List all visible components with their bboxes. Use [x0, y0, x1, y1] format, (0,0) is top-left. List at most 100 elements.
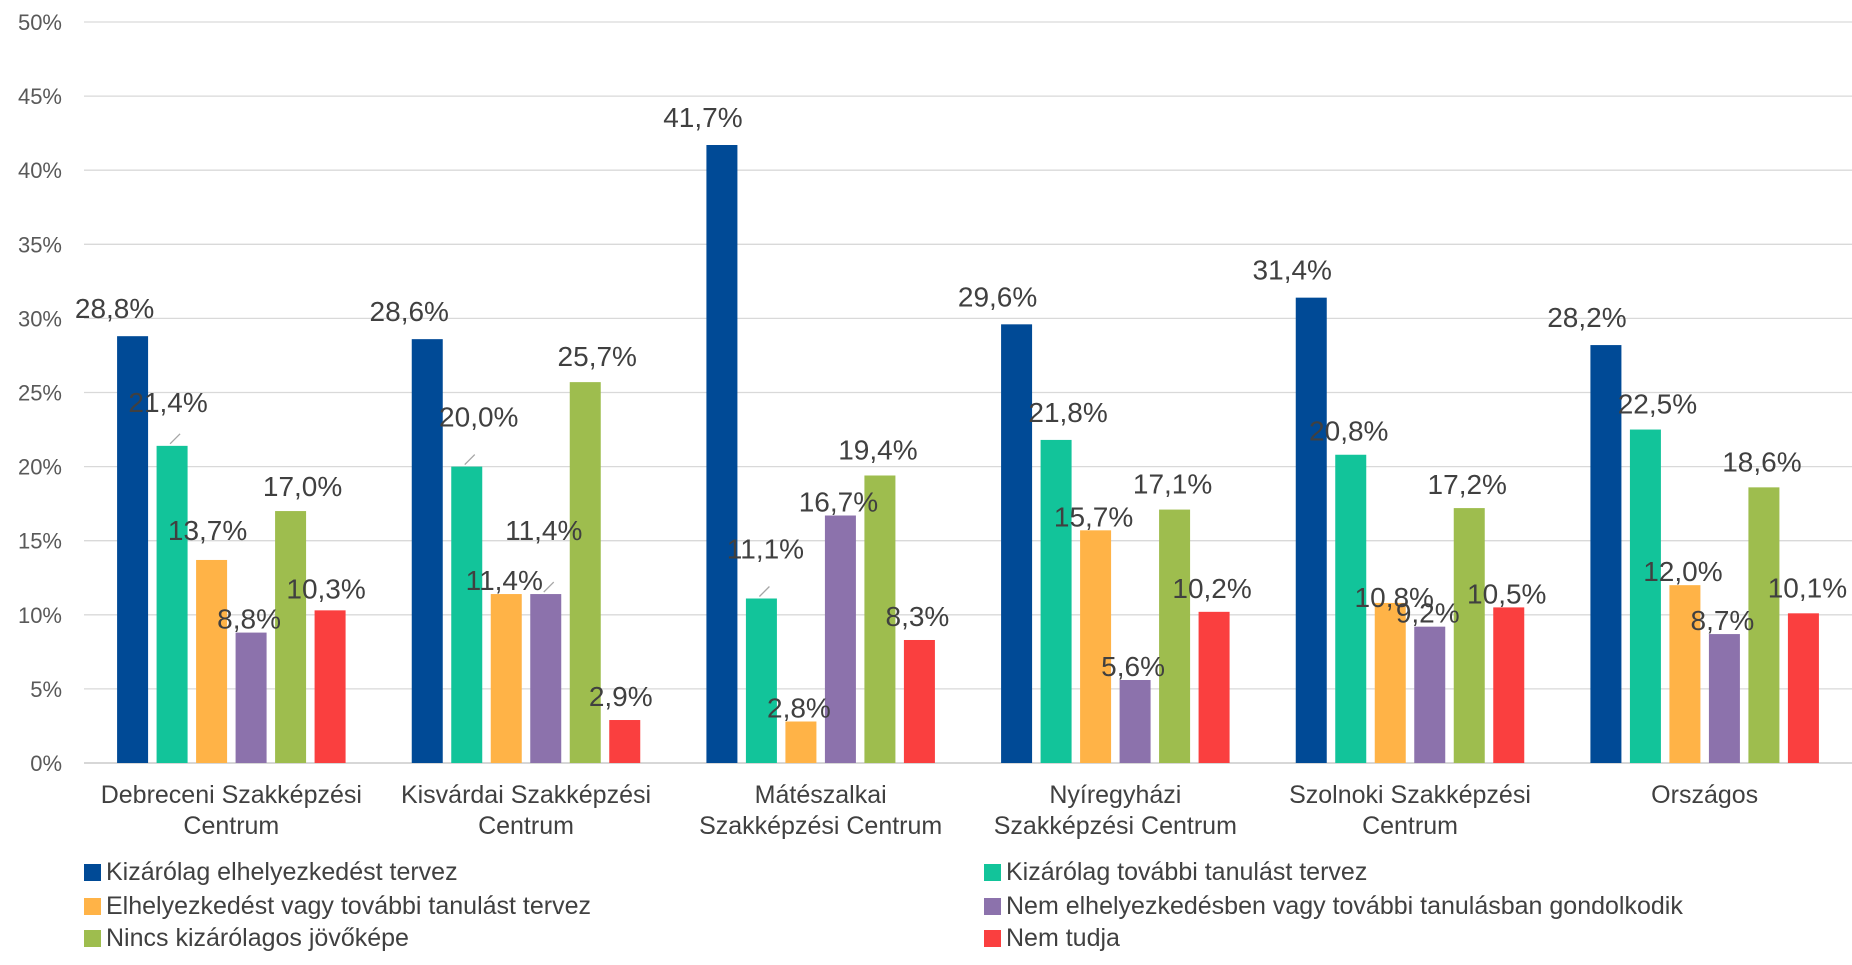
bar	[275, 511, 307, 763]
data-label: 8,8%	[217, 604, 281, 635]
bar	[1040, 439, 1072, 763]
data-label: 10,8%	[1355, 582, 1434, 613]
legend-swatch	[984, 898, 1001, 915]
leader-line	[169, 433, 181, 445]
data-label: 19,4%	[838, 434, 917, 465]
data-label: 8,3%	[886, 601, 950, 632]
legend-swatch	[84, 930, 101, 947]
x-tick-label: Mátészalkai Szakképzési Centrum	[699, 781, 942, 840]
bar	[1669, 585, 1701, 763]
data-label: 9,2%	[1396, 598, 1460, 629]
y-tick-label: 40%	[18, 158, 62, 183]
data-label: 11,1%	[727, 533, 804, 564]
bar	[196, 559, 228, 763]
bar	[864, 475, 896, 763]
data-label: 10,3%	[286, 573, 365, 604]
legend-label: Kizárólag elhelyezkedést tervez	[106, 858, 458, 886]
bar	[706, 145, 738, 764]
data-label: 11,4%	[505, 515, 582, 546]
legend-item: Nem tudja	[984, 924, 1120, 952]
y-tick-label: 45%	[18, 84, 62, 109]
bar	[1335, 454, 1367, 763]
bar	[1414, 626, 1446, 763]
leader-line	[543, 581, 555, 593]
legend-item: Kizárólag további tanulást tervez	[984, 858, 1367, 886]
leader-line	[758, 586, 770, 597]
data-label: 10,2%	[1172, 573, 1251, 604]
data-label: 28,2%	[1547, 302, 1626, 333]
bar	[745, 598, 777, 763]
x-tick-label: Nyíregyházi Szakképzési Centrum	[994, 781, 1237, 840]
data-label: 28,6%	[370, 296, 449, 327]
data-label: 10,5%	[1467, 578, 1546, 609]
bar	[1493, 607, 1525, 763]
data-label: 28,8%	[75, 293, 154, 324]
bar	[1629, 429, 1661, 763]
data-label: 20,8%	[1309, 416, 1388, 447]
legend-label: Kizárólag további tanulást tervez	[1006, 858, 1367, 886]
y-tick-label: 30%	[18, 306, 62, 331]
bar	[314, 610, 346, 763]
data-label: 2,9%	[589, 681, 653, 712]
data-label: 17,1%	[1133, 469, 1212, 500]
data-labels: 28,8% 21,4% 13,7% 8,8% 17,0% 10,3% 28,6% 20,0% 1…	[75, 102, 1847, 723]
bar	[490, 594, 522, 763]
legend-swatch	[84, 864, 101, 881]
data-label: 18,6%	[1722, 446, 1801, 477]
bar	[156, 445, 188, 763]
bar	[903, 639, 935, 763]
bar	[1374, 602, 1406, 763]
bar	[235, 632, 267, 763]
label-leader-lines	[169, 433, 770, 597]
y-tick-label: 50%	[18, 10, 62, 35]
data-label: 17,0%	[263, 471, 342, 502]
data-label: 21,4%	[128, 387, 207, 418]
data-label: 31,4%	[1253, 255, 1332, 286]
legend-item: Kizárólag elhelyezkedést tervez	[84, 858, 458, 886]
data-label: 15,7%	[1054, 501, 1133, 532]
y-tick-label: 25%	[18, 381, 62, 406]
legend-item: Nem elhelyezkedésben vagy további tanulá…	[984, 892, 1683, 920]
bar	[451, 466, 483, 763]
data-label: 22,5%	[1618, 389, 1697, 420]
bar	[1590, 345, 1622, 763]
bar	[411, 339, 443, 763]
legend-item: Nincs kizárólagos jövőképe	[84, 924, 409, 952]
bar	[1080, 530, 1112, 763]
bar	[1159, 509, 1191, 763]
y-tick-label: 20%	[18, 455, 62, 480]
x-axis: Debreceni Szakképzési Centrum Kisvárdai Sz…	[101, 781, 1758, 840]
bar	[569, 382, 601, 763]
bar	[1748, 487, 1780, 763]
data-label: 13,7%	[168, 515, 247, 546]
bar	[1119, 680, 1151, 763]
data-label: 41,7%	[663, 102, 742, 133]
data-label: 12,0%	[1643, 556, 1722, 587]
data-label: 11,4%	[466, 565, 543, 596]
y-tick-label: 0%	[30, 751, 62, 776]
x-tick-label: Országos	[1651, 781, 1758, 809]
legend-label: Nincs kizárólagos jövőképe	[106, 924, 409, 952]
bar	[785, 721, 817, 763]
x-tick-label: Kisvárdai Szakképzési Centrum	[401, 781, 651, 840]
data-label: 5,6%	[1101, 651, 1165, 682]
y-tick-label: 15%	[18, 529, 62, 554]
legend-swatch	[984, 864, 1001, 881]
bar	[1787, 613, 1819, 763]
bar	[117, 336, 149, 763]
bar	[1453, 508, 1485, 763]
legend: Kizárólag elhelyezkedést tervez Kizárólag…	[84, 858, 1683, 952]
data-label: 25,7%	[558, 341, 637, 372]
legend-swatch	[984, 930, 1001, 947]
bar	[1001, 324, 1033, 763]
y-axis: 0% 5% 10% 15% 20% 25% 30% 35% 40% 45% 50%	[18, 10, 62, 776]
data-label: 20,0%	[439, 402, 518, 433]
y-tick-label: 35%	[18, 232, 62, 257]
data-label: 21,8%	[1028, 397, 1107, 428]
data-label: 8,7%	[1691, 605, 1755, 636]
bar	[530, 594, 562, 763]
data-label: 16,7%	[799, 487, 878, 518]
x-tick-label: Szolnoki Szakképzési Centrum	[1289, 781, 1531, 840]
